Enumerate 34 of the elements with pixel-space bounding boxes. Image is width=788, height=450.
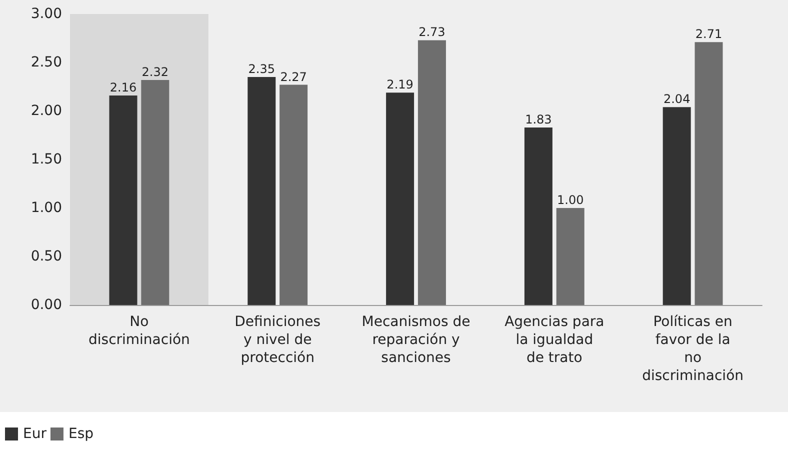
x-tick-label: Políticas en favor de la no discriminación bbox=[642, 314, 744, 384]
bar bbox=[662, 107, 691, 305]
y-tick-label: 1.00 bbox=[30, 200, 62, 216]
y-tick-label: 3.00 bbox=[30, 6, 62, 22]
data-label: 2.27 bbox=[280, 70, 307, 84]
bar bbox=[524, 127, 552, 305]
bar bbox=[248, 77, 276, 305]
bar bbox=[418, 40, 446, 305]
bar bbox=[280, 84, 308, 305]
x-tick-label: No discriminación bbox=[88, 314, 190, 348]
x-tick-label: Definiciones y nivel de protección bbox=[234, 314, 321, 366]
y-tick-label: 1.50 bbox=[30, 152, 62, 168]
bar bbox=[109, 95, 138, 305]
data-label: 2.71 bbox=[695, 27, 722, 42]
data-label: 2.04 bbox=[663, 92, 690, 106]
data-label: 2.19 bbox=[386, 78, 414, 92]
data-label: 2.35 bbox=[248, 62, 275, 76]
legend-label: Esp bbox=[68, 426, 94, 442]
data-label: 1.83 bbox=[525, 112, 552, 126]
bar bbox=[556, 208, 584, 305]
x-tick-label: Agencias para la igualdad de trato bbox=[504, 314, 604, 366]
data-label: 2.16 bbox=[110, 80, 137, 94]
bar bbox=[694, 42, 723, 305]
y-tick-label: 2.50 bbox=[30, 54, 62, 70]
data-label: 2.32 bbox=[142, 64, 169, 79]
legend-label: Eur bbox=[23, 426, 47, 442]
data-label: 1.00 bbox=[557, 193, 584, 207]
y-tick-label: 2.00 bbox=[30, 103, 62, 119]
y-tick-label: 0.50 bbox=[30, 248, 62, 264]
bar bbox=[386, 92, 414, 305]
bar bbox=[141, 80, 170, 305]
data-label: 2.73 bbox=[418, 25, 446, 40]
y-tick-label: 0.00 bbox=[30, 297, 62, 313]
x-tick-label: Mecanismos de reparación y sanciones bbox=[362, 314, 470, 366]
